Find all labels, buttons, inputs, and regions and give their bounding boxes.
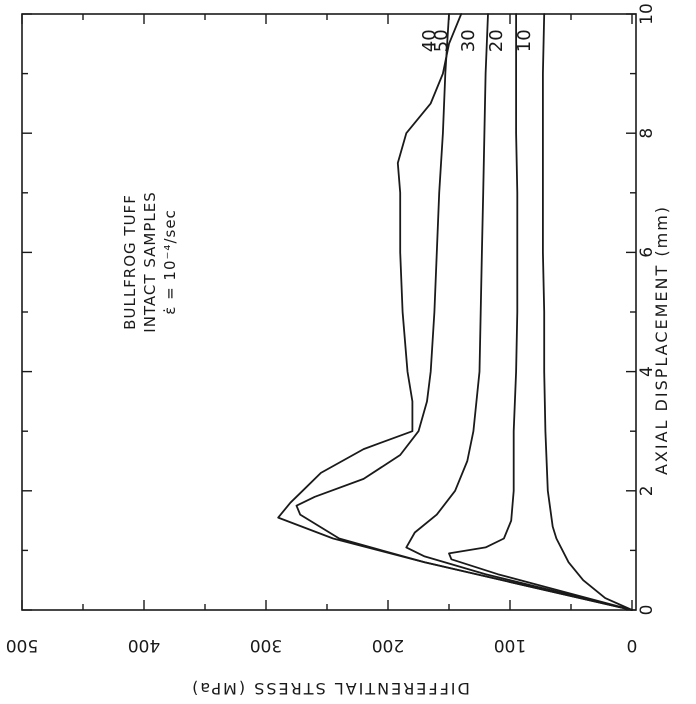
x-tick-label: 10 xyxy=(637,3,657,25)
y-tick-label: 300 xyxy=(250,635,282,655)
series-curves xyxy=(277,13,633,611)
y-axis-title: DIFFERENTIAL STRESS (MPa) xyxy=(190,679,470,698)
annotation-line-1: BULLFROG TUFF xyxy=(121,194,139,330)
series-curve-30 xyxy=(405,13,633,611)
series-label-50: 50 xyxy=(431,29,452,52)
series-curve-50 xyxy=(277,13,633,611)
x-tick-label: 0 xyxy=(637,605,657,616)
tick-marks xyxy=(21,13,636,611)
x-tick-label: 6 xyxy=(637,247,657,258)
y-tick-label: 0 xyxy=(627,635,638,655)
annotation-block: BULLFROG TUFF INTACT SAMPLES ε̇ = 10⁻⁴/s… xyxy=(121,191,179,332)
series-label-40: 40 xyxy=(419,29,440,52)
y-tick-label: 400 xyxy=(128,635,160,655)
y-tick-label: 200 xyxy=(372,635,404,655)
series-label-20: 20 xyxy=(486,29,507,52)
series-curve-40 xyxy=(295,13,633,611)
y-tick-label: 500 xyxy=(6,635,38,655)
x-tick-label: 4 xyxy=(637,366,657,377)
series-curve-20 xyxy=(448,13,633,611)
series-label-10: 10 xyxy=(514,29,535,52)
x-axis-title: AXIAL DISPLACEMENT (mm) xyxy=(652,205,671,475)
series-label-30: 30 xyxy=(458,29,479,52)
x-tick-label: 2 xyxy=(637,485,657,496)
annotation-line-3: ε̇ = 10⁻⁴/sec xyxy=(161,209,179,315)
series-curve-10 xyxy=(542,13,633,611)
annotation-line-2: INTACT SAMPLES xyxy=(141,191,159,332)
y-tick-label: 100 xyxy=(494,635,526,655)
x-tick-label: 8 xyxy=(637,128,657,139)
